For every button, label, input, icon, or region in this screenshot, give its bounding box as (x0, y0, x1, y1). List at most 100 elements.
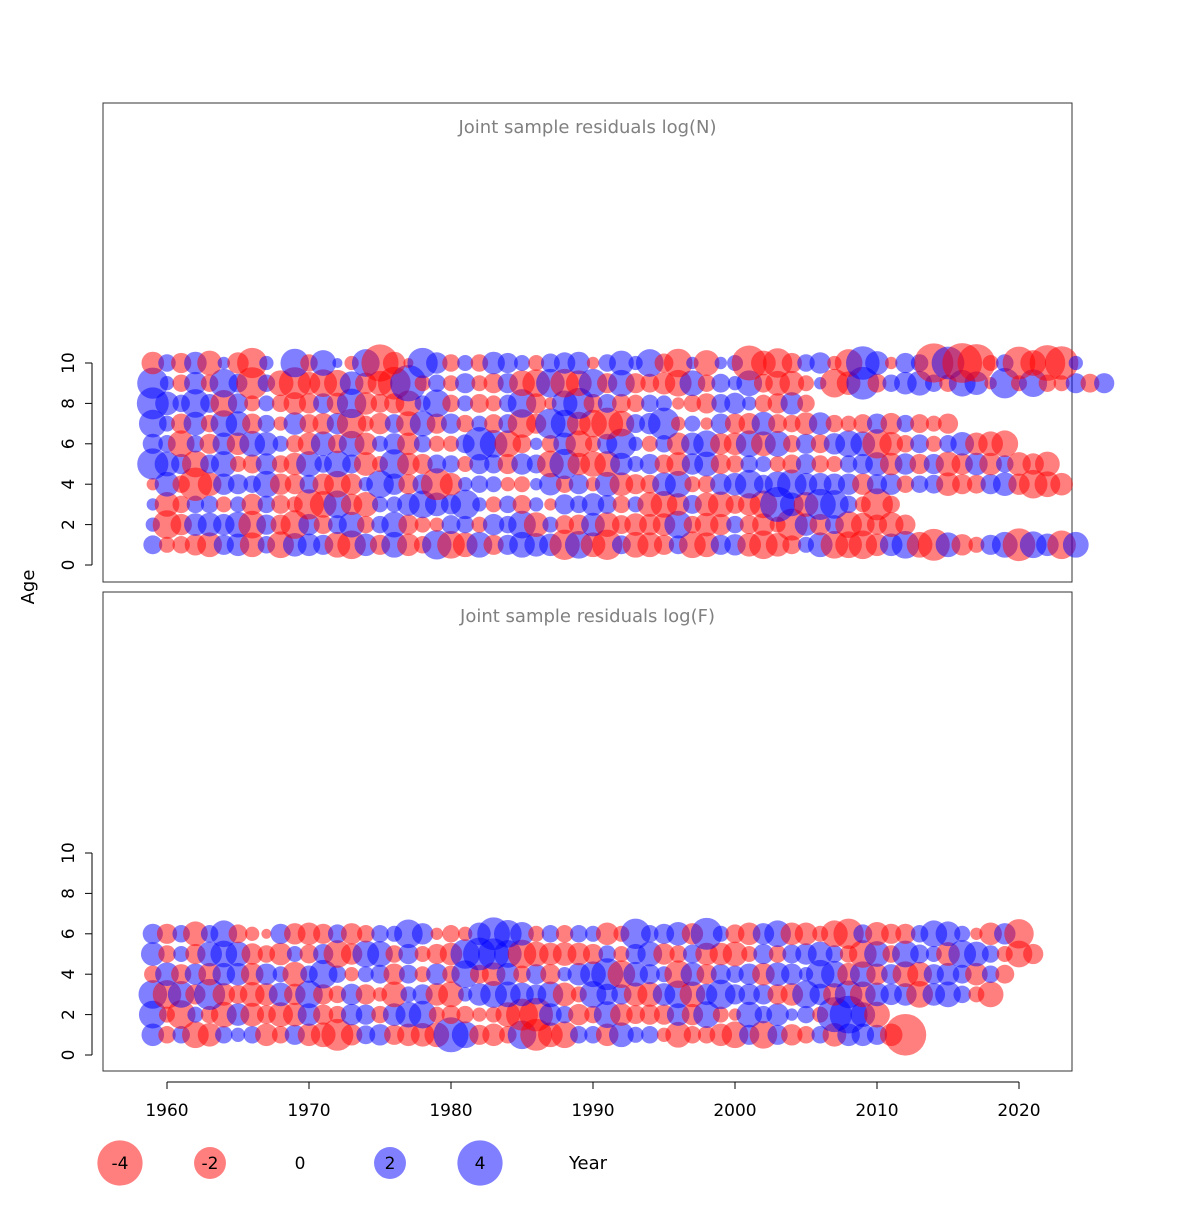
positive-residual-bubble (328, 965, 347, 983)
negative-residual-bubble (370, 393, 390, 413)
negative-residual-bubble (840, 415, 857, 432)
negative-residual-bubble (1035, 451, 1060, 477)
negative-residual-bubble (768, 945, 787, 963)
negative-residual-bubble (794, 922, 818, 946)
positive-residual-bubble (450, 489, 480, 520)
positive-residual-bubble (609, 1022, 634, 1048)
positive-residual-bubble (896, 414, 915, 433)
negative-residual-bubble (282, 961, 308, 987)
negative-residual-bubble (865, 921, 889, 946)
positive-residual-bubble (357, 966, 374, 983)
positive-residual-bubble (797, 354, 815, 372)
negative-residual-bubble (228, 924, 248, 944)
positive-residual-bubble (298, 513, 320, 536)
negative-residual-bubble (765, 532, 790, 557)
positive-residual-bubble (664, 470, 692, 498)
negative-residual-bubble (166, 1000, 196, 1029)
positive-residual-bubble (254, 431, 279, 456)
positive-residual-bubble (255, 963, 278, 985)
y-tick-label: 4 (59, 969, 79, 980)
positive-residual-bubble (471, 415, 488, 432)
positive-residual-bubble (694, 451, 719, 477)
negative-residual-bubble (726, 455, 744, 473)
positive-residual-bubble (894, 453, 917, 475)
x-tick-label: 1970 (287, 1101, 330, 1121)
positive-residual-bubble (766, 1003, 789, 1026)
positive-residual-bubble (372, 435, 388, 452)
negative-residual-bubble (853, 414, 873, 434)
positive-residual-bubble (795, 433, 817, 454)
negative-residual-bubble (555, 925, 574, 943)
negative-residual-bubble (625, 373, 646, 394)
x-tick-label: 1960 (145, 1101, 188, 1121)
negative-residual-bubble (693, 350, 720, 376)
negative-residual-bubble (951, 534, 973, 556)
positive-residual-bubble (795, 453, 817, 475)
negative-residual-bubble (414, 516, 431, 533)
negative-residual-bubble (354, 432, 378, 456)
negative-residual-bubble (158, 945, 176, 963)
negative-residual-bubble (684, 476, 701, 493)
negative-residual-bubble (783, 435, 801, 453)
negative-residual-bubble (880, 412, 902, 435)
negative-residual-bubble (442, 925, 460, 943)
x-tick-label: 2020 (997, 1101, 1040, 1121)
negative-residual-bubble (608, 410, 635, 437)
panel-title: Joint sample residuals log(N) (457, 117, 716, 138)
positive-residual-bubble (183, 411, 208, 436)
positive-residual-bubble (230, 496, 246, 513)
negative-residual-bubble (626, 1005, 646, 1025)
positive-residual-bubble (641, 394, 659, 413)
negative-residual-bubble (430, 927, 443, 940)
negative-residual-bubble (592, 529, 623, 560)
x-tick-label: 1990 (571, 1101, 614, 1121)
positive-residual-bubble (210, 920, 238, 948)
positive-residual-bubble (981, 945, 1000, 963)
negative-residual-bubble (158, 1026, 176, 1044)
negative-residual-bubble (861, 488, 893, 521)
positive-residual-bubble (324, 450, 351, 478)
negative-residual-bubble (426, 413, 447, 434)
y-tick-label: 10 (59, 842, 79, 864)
negative-residual-bubble (1080, 373, 1100, 393)
negative-residual-bubble (707, 491, 734, 518)
negative-residual-bubble (700, 417, 713, 430)
negative-residual-bubble (797, 394, 815, 413)
negative-residual-bubble (864, 1001, 890, 1028)
negative-residual-bubble (397, 452, 420, 476)
negative-residual-bubble (779, 370, 805, 396)
positive-residual-bubble (142, 433, 163, 454)
negative-residual-bubble (528, 925, 545, 942)
negative-residual-bubble (357, 515, 375, 534)
negative-residual-bubble (952, 474, 973, 495)
negative-residual-bubble (565, 430, 593, 458)
negative-residual-bubble (1023, 943, 1044, 965)
positive-residual-bubble (173, 946, 190, 962)
positive-residual-bubble (639, 964, 660, 985)
positive-residual-bubble (684, 415, 701, 432)
negative-residual-bubble (710, 453, 731, 475)
y-tick-label: 6 (59, 438, 79, 449)
y-axis-title: Age (18, 570, 39, 605)
negative-residual-bubble (555, 475, 574, 493)
negative-residual-bubble (241, 493, 263, 516)
positive-residual-bubble (141, 1023, 165, 1047)
negative-residual-bubble (741, 946, 758, 962)
negative-residual-bubble (611, 393, 631, 413)
positive-residual-bubble (482, 513, 505, 536)
positive-residual-bubble (865, 351, 889, 375)
legend-bubble (374, 1147, 406, 1179)
negative-residual-bubble (523, 512, 549, 537)
positive-residual-bubble (426, 963, 448, 985)
positive-residual-bubble (726, 515, 744, 534)
positive-residual-bubble (693, 1001, 720, 1028)
y-tick-label: 2 (59, 519, 79, 530)
y-tick-label: 8 (59, 888, 79, 899)
positive-residual-bubble (880, 473, 902, 495)
negative-residual-bubble (896, 475, 915, 493)
x-tick-label: 2010 (855, 1101, 898, 1121)
negative-residual-bubble (895, 923, 916, 944)
positive-residual-bubble (839, 495, 858, 514)
positive-residual-bubble (340, 1003, 363, 1026)
positive-residual-bubble (598, 945, 616, 963)
